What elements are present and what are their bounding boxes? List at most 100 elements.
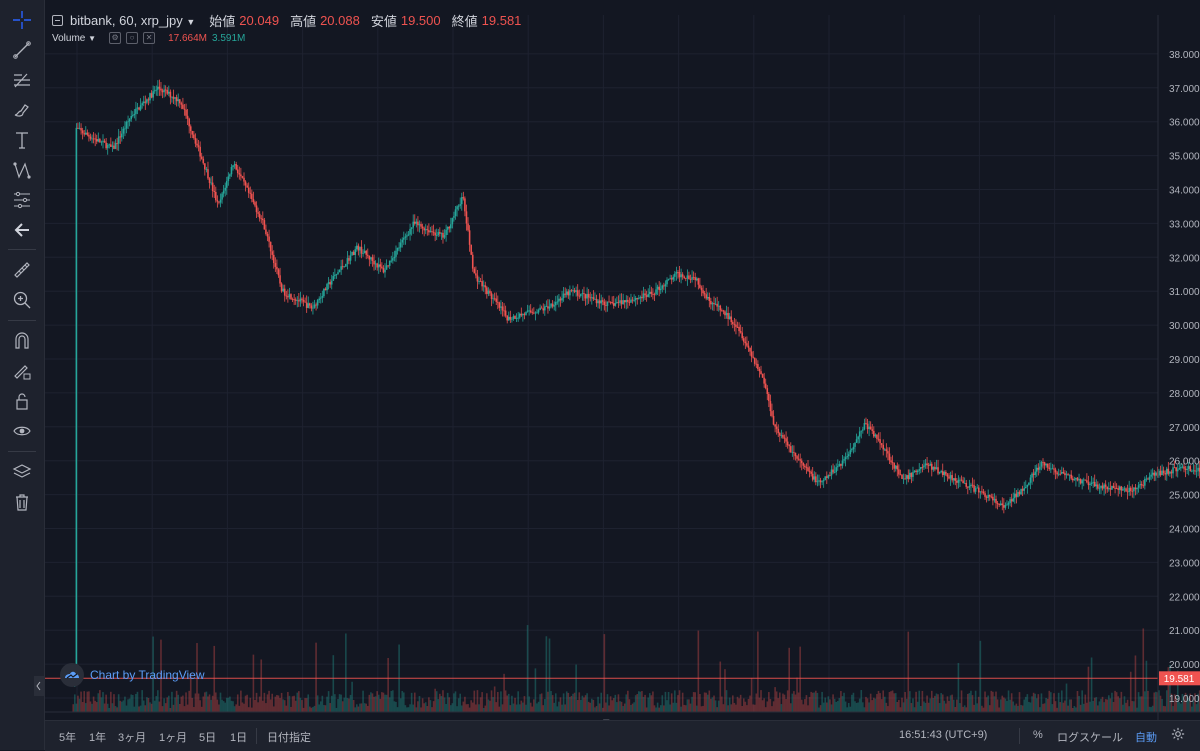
volume-bar bbox=[81, 702, 84, 712]
volume-indicator-title[interactable]: Volume ▼ bbox=[52, 32, 97, 44]
candle-body bbox=[594, 298, 596, 300]
volume-bar bbox=[500, 691, 502, 712]
symbol-title[interactable]: bitbank, 60, xrp_jpy ▼ bbox=[70, 13, 196, 28]
volume-bar bbox=[827, 696, 830, 712]
timeframe-1y[interactable]: 1年 bbox=[89, 732, 107, 744]
volume-bar bbox=[327, 691, 330, 712]
timeframe-1m[interactable]: 1ヶ月 bbox=[159, 732, 188, 744]
volume-bar bbox=[677, 695, 679, 712]
candle-body bbox=[92, 138, 95, 140]
candle-body bbox=[196, 143, 198, 146]
volume-bar bbox=[862, 702, 864, 712]
timeframe-1d[interactable]: 1日 bbox=[230, 732, 248, 744]
collapse-icon[interactable] bbox=[52, 15, 63, 26]
volume-bar bbox=[373, 696, 375, 712]
volume-bar bbox=[379, 698, 382, 712]
price-tick-label: 32.000 bbox=[1169, 253, 1200, 264]
log-scale-toggle[interactable]: ログスケール bbox=[1057, 732, 1123, 744]
volume-bar bbox=[280, 692, 283, 712]
candle-body bbox=[838, 464, 841, 467]
volume-bar bbox=[359, 703, 361, 712]
candle-body bbox=[946, 474, 949, 477]
magnet-icon[interactable] bbox=[7, 328, 37, 354]
timeframe-5d[interactable]: 5日 bbox=[199, 732, 217, 744]
candle-body bbox=[478, 281, 480, 282]
settings-gear-icon[interactable] bbox=[1171, 727, 1185, 744]
candle-body bbox=[852, 446, 855, 450]
candle-body bbox=[95, 139, 98, 142]
candle-body bbox=[1187, 466, 1190, 469]
candle-body bbox=[163, 89, 165, 93]
volume-bar bbox=[752, 704, 754, 712]
volume-bar bbox=[219, 692, 222, 712]
text-icon[interactable] bbox=[7, 127, 37, 153]
volume-bar bbox=[407, 707, 410, 712]
volume-bar bbox=[114, 706, 117, 712]
candle-body bbox=[1061, 472, 1063, 474]
brush-icon[interactable] bbox=[7, 97, 37, 123]
volume-bar bbox=[746, 705, 748, 712]
candle-body bbox=[1197, 467, 1199, 471]
candle-body bbox=[124, 128, 126, 130]
candle-body bbox=[808, 470, 811, 472]
candle-body bbox=[644, 293, 646, 296]
volume-bar bbox=[741, 705, 744, 712]
candle-body bbox=[338, 269, 341, 273]
prediction-icon[interactable] bbox=[7, 187, 37, 213]
zoom-in-icon[interactable] bbox=[7, 287, 37, 313]
crosshair-icon[interactable] bbox=[7, 7, 37, 33]
back-arrow-icon[interactable] bbox=[7, 217, 37, 243]
collapse-toolbar-button[interactable] bbox=[34, 676, 44, 696]
close-icon[interactable]: ✕ bbox=[143, 32, 156, 44]
candle-body bbox=[97, 139, 100, 142]
hide-icon[interactable]: ○ bbox=[126, 32, 139, 44]
volume-bar bbox=[811, 692, 814, 712]
ruler-icon[interactable] bbox=[7, 257, 37, 283]
tradingview-watermark[interactable]: Chart by TradingView bbox=[60, 663, 205, 687]
timeframe-3m[interactable]: 3ヶ月 bbox=[118, 732, 147, 744]
layers-icon[interactable] bbox=[7, 459, 37, 485]
candle-body bbox=[177, 99, 180, 102]
volume-bar bbox=[805, 695, 808, 712]
volume-bar bbox=[95, 702, 98, 712]
candle-body bbox=[1159, 470, 1162, 476]
trend-line-icon[interactable] bbox=[7, 37, 37, 63]
goto-date-button[interactable]: 日付指定 bbox=[267, 732, 311, 744]
volume-bar bbox=[478, 704, 480, 712]
volume-bar bbox=[641, 691, 643, 712]
volume-bar bbox=[985, 697, 988, 712]
volume-bar bbox=[252, 654, 255, 712]
clock[interactable]: 16:51:43 (UTC+9) bbox=[899, 729, 988, 741]
settings-icon[interactable]: ⚙ bbox=[109, 32, 122, 44]
symbol-legend: bitbank, 60, xrp_jpy ▼ 始値 20.049 高値 20.088… bbox=[52, 11, 528, 30]
pattern-icon[interactable] bbox=[7, 157, 37, 183]
candle-body bbox=[1153, 472, 1156, 476]
candle-body bbox=[954, 478, 957, 481]
candle-body bbox=[1014, 493, 1016, 499]
auto-scale-toggle[interactable]: 自動 bbox=[1135, 732, 1157, 744]
volume-bar bbox=[876, 694, 878, 712]
candle-body bbox=[288, 294, 291, 298]
fibonacci-icon[interactable] bbox=[7, 67, 37, 93]
volume-bar bbox=[912, 698, 914, 712]
volume-bar bbox=[570, 695, 573, 712]
eye-icon[interactable] bbox=[7, 418, 37, 444]
volume-bar bbox=[581, 695, 584, 712]
price-chart[interactable]: 19.00020.00021.00022.00023.00024.00025.0… bbox=[45, 0, 1200, 750]
volume-bar bbox=[150, 703, 153, 712]
volume-bar bbox=[352, 699, 355, 712]
volume-bar bbox=[1090, 657, 1093, 712]
volume-bar bbox=[387, 658, 389, 712]
volume-bar bbox=[291, 696, 294, 712]
candle-body bbox=[885, 449, 888, 452]
price-tick-label: 24.000 bbox=[1169, 525, 1200, 536]
lock-drawing-icon[interactable] bbox=[7, 358, 37, 384]
volume-bar bbox=[948, 700, 950, 712]
percent-toggle[interactable]: % bbox=[1033, 729, 1043, 741]
trash-icon[interactable] bbox=[7, 489, 37, 515]
volume-bar bbox=[970, 690, 972, 712]
timeframe-5y[interactable]: 5年 bbox=[59, 732, 77, 744]
unlock-icon[interactable] bbox=[7, 388, 37, 414]
candle-body bbox=[204, 163, 206, 170]
candle-body bbox=[815, 476, 817, 483]
